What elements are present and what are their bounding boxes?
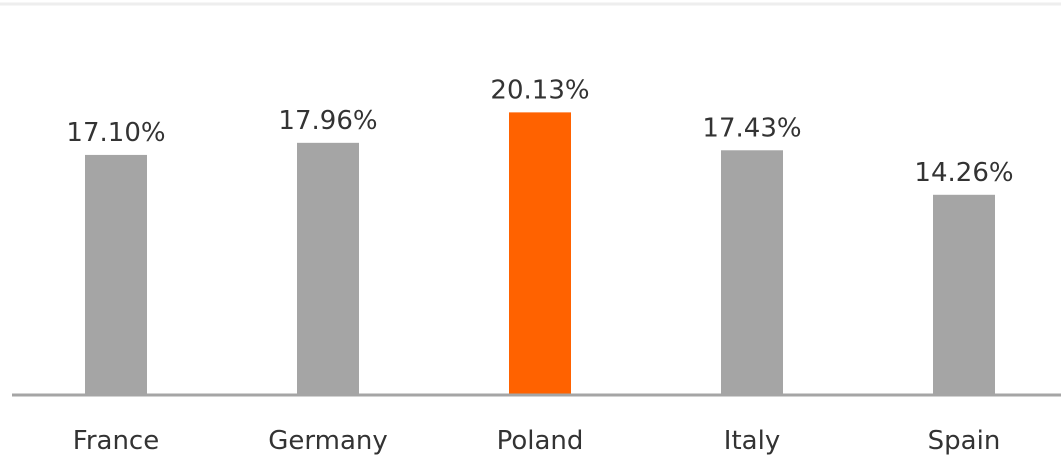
x-tick-label: Italy (724, 426, 780, 456)
bar (85, 154, 147, 395)
value-label: 17.43% (702, 113, 801, 143)
value-label: 17.10% (66, 118, 165, 148)
value-label: 17.96% (278, 106, 377, 136)
x-tick-label: France (73, 426, 159, 456)
x-tick-label: Poland (497, 426, 584, 456)
bar (721, 150, 783, 395)
x-tick-label: Germany (268, 426, 388, 456)
bar (509, 112, 571, 395)
x-tick-label: Spain (928, 426, 1001, 456)
value-label: 14.26% (914, 158, 1013, 188)
bar (297, 142, 359, 395)
value-label: 20.13% (490, 75, 589, 105)
bar (933, 194, 995, 395)
